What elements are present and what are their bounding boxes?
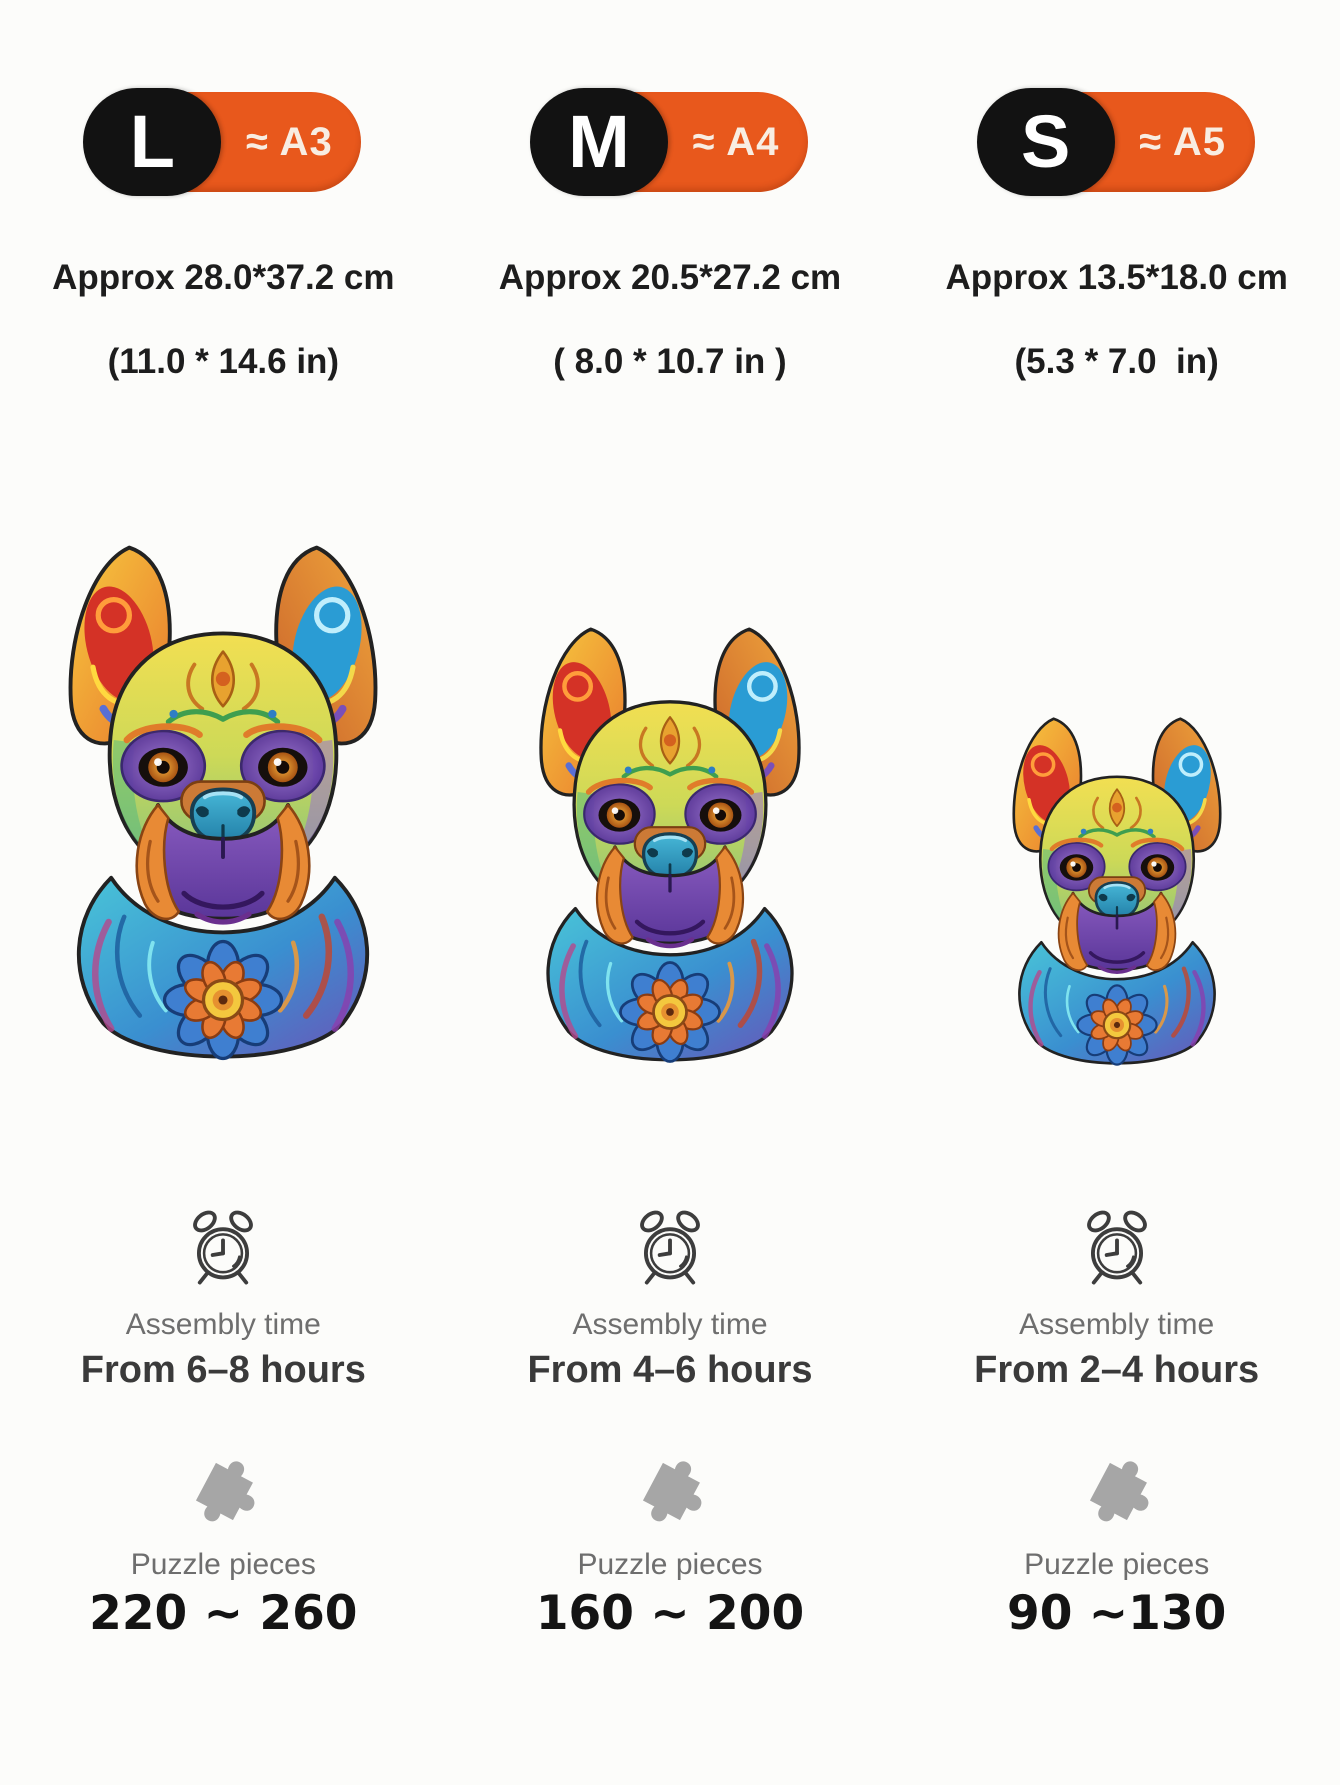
dimensions-cm: Approx 20.5*27.2 cm [498,258,842,297]
assembly-time-value: From 4–6 hours [527,1349,813,1391]
puzzle-pieces-label: Puzzle pieces [577,1548,763,1581]
assembly-time-label: Assembly time [1019,1308,1215,1341]
size-badge-m: ≈ A4 M [529,88,808,196]
puzzle-piece-icon [1084,1452,1154,1526]
badge-size-letter: S [1020,100,1071,183]
puzzle-pieces-value: 160 ~ 200 [535,1586,805,1641]
badge-black-pill: L [83,88,222,196]
alarm-clock-icon [1083,1206,1150,1285]
badge-size-letter: L [129,100,175,183]
badge-paper-equiv: ≈ A5 [1139,119,1227,164]
badge-paper-equiv: ≈ A3 [245,119,333,164]
dimensions-cm: Approx 13.5*18.0 cm [945,258,1288,297]
size-badge-l: ≈ A3 L [83,88,362,196]
assembly-time-label: Assembly time [125,1308,321,1341]
size-column-s: ≈ A5 S Approx 13.5*18.0 cm (5.3 * 7.0 in… [893,0,1340,1785]
french-bulldog-artwork-small [985,708,1249,1078]
dimensions-in: (5.3 * 7.0 in) [1014,342,1219,381]
badge-black-pill: M [529,88,668,196]
alarm-clock-icon [636,1206,704,1285]
puzzle-piece-icon [190,1452,261,1526]
dimensions-in: ( 8.0 * 10.7 in ) [553,342,787,381]
artwork-area [985,382,1249,1078]
french-bulldog-artwork-medium [505,616,835,1078]
puzzle-pieces-value: 220 ~ 260 [89,1586,358,1641]
alarm-clock-icon [190,1206,257,1285]
badge-black-pill: S [976,88,1115,196]
artwork-area [505,382,835,1078]
french-bulldog-artwork-large [28,532,418,1078]
puzzle-pieces-label: Puzzle pieces [130,1548,316,1581]
size-badge-s: ≈ A5 S [976,88,1255,196]
size-column-l: ≈ A3 L Approx 28.0*37.2 cm (11.0 * 14.6 … [0,0,447,1785]
puzzle-piece-icon [637,1452,707,1526]
assembly-time-label: Assembly time [572,1308,768,1341]
dimensions-in: (11.0 * 14.6 in) [107,342,340,381]
assembly-time-value: From 2–4 hours [974,1349,1260,1391]
badge-size-letter: M [568,100,630,183]
size-column-m: ≈ A4 M Approx 20.5*27.2 cm ( 8.0 * 10.7 … [447,0,894,1785]
assembly-time-value: From 6–8 hours [80,1349,366,1391]
dimensions-cm: Approx 28.0*37.2 cm [52,258,395,297]
puzzle-pieces-value: 90 ~130 [1007,1586,1227,1641]
puzzle-pieces-label: Puzzle pieces [1024,1548,1210,1581]
artwork-area [28,382,418,1078]
badge-paper-equiv: ≈ A4 [692,119,780,164]
